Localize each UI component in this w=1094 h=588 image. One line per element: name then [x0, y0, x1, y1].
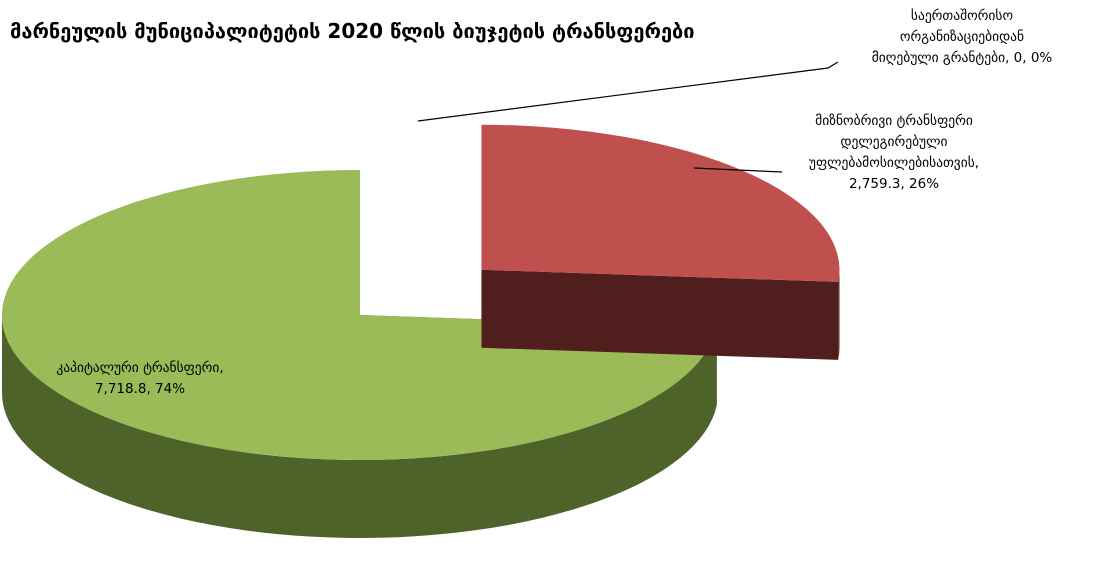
leader-line [417, 61, 839, 122]
data-label-line: კაპიტალური ტრანსფერი, [56, 359, 223, 376]
slice-side [2, 315, 717, 538]
data-label: საერთაშორისო ორგანიზაციებიდან მიღებული გრა… [872, 7, 1053, 66]
slice-side [838, 269, 840, 360]
data-label-line: 7,718.8, 74% [95, 381, 185, 397]
data-label-line: მიზნობრივი ტრანსფერი [815, 112, 973, 129]
data-label-line: უფლებამოსილებისათვის, [809, 155, 979, 171]
slice [1, 170, 717, 461]
data-label-line: დელეგირებული [841, 133, 948, 150]
data-label-line: ორგანიზაციებიდან [900, 28, 1024, 45]
data-label-line: მიღებული გრანტები, 0, 0% [872, 49, 1053, 66]
slice-wall [481, 269, 839, 360]
data-label: კაპიტალური ტრანსფერი, 7,718.8, 74% [56, 359, 223, 397]
pie [1, 124, 840, 538]
data-label-line: 2,759.3, 26% [849, 176, 939, 192]
slice [481, 124, 840, 282]
data-label-line: საერთაშორისო [911, 7, 1013, 24]
chart-title: მარნეულის მუნიციპალიტეტის 2020 წლის ბიუჯ… [10, 19, 695, 43]
leader-line [693, 167, 783, 173]
data-label: მიზნობრივი ტრანსფერი დელეგირებული უფლებამო… [809, 112, 979, 192]
